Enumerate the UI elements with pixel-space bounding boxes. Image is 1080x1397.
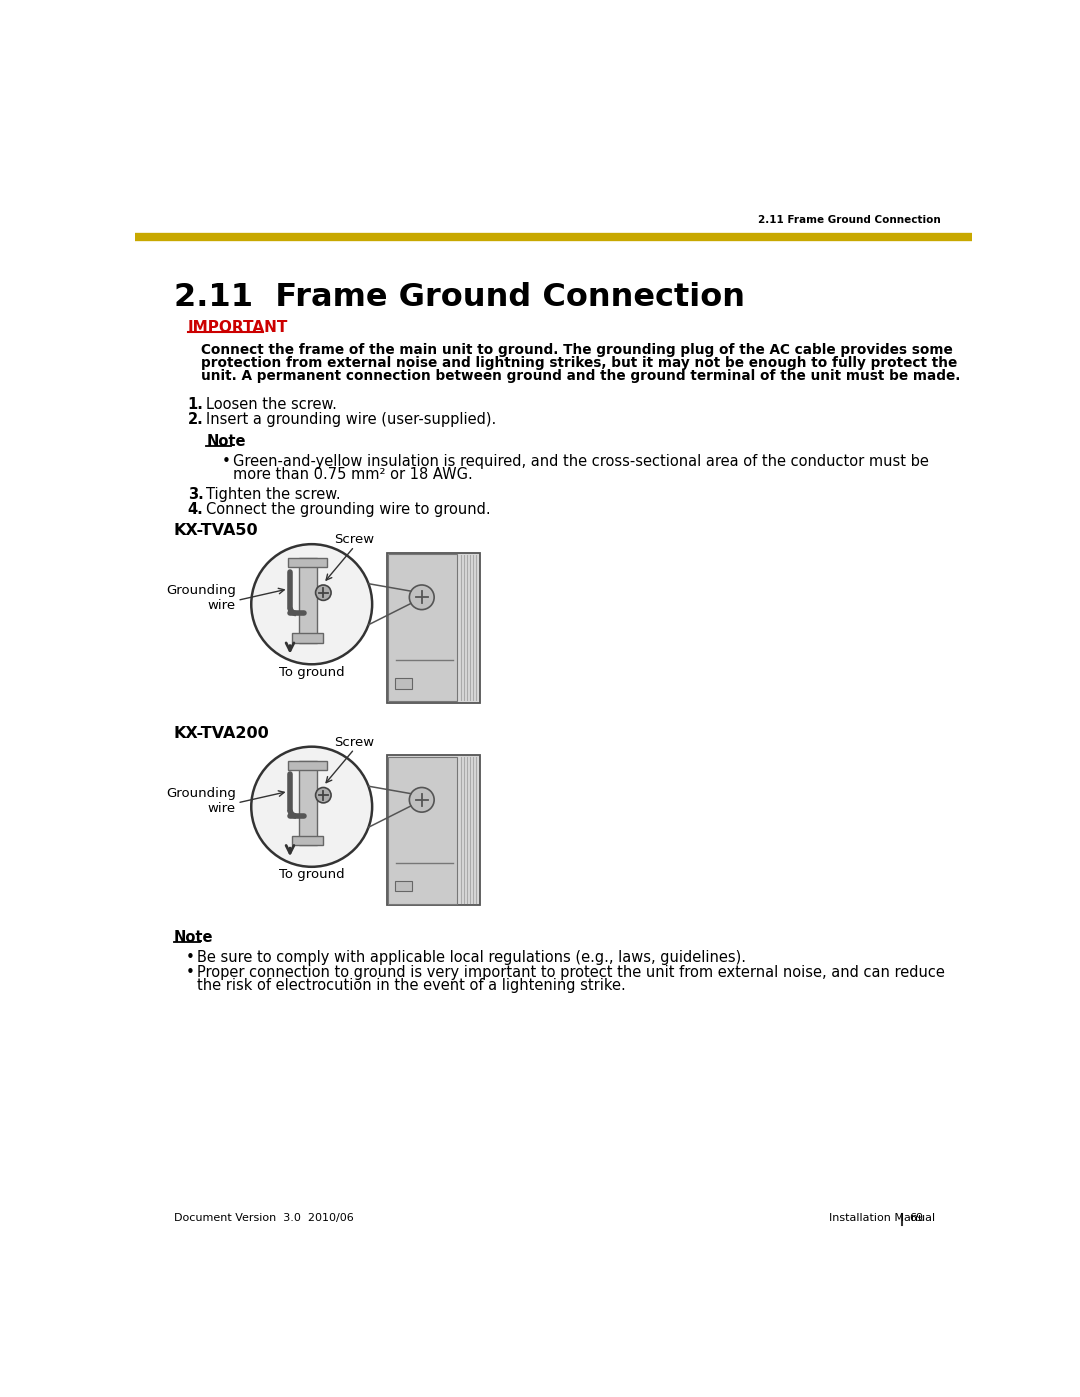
Text: more than 0.75 mm² or 18 AWG.: more than 0.75 mm² or 18 AWG. bbox=[232, 467, 472, 482]
Text: Green-and-yellow insulation is required, and the cross-sectional area of the con: Green-and-yellow insulation is required,… bbox=[232, 454, 929, 469]
FancyBboxPatch shape bbox=[387, 756, 480, 905]
Text: Grounding
wire: Grounding wire bbox=[166, 787, 235, 814]
Text: 4.: 4. bbox=[188, 502, 203, 517]
Text: To ground: To ground bbox=[279, 666, 345, 679]
Text: Grounding
wire: Grounding wire bbox=[166, 584, 235, 612]
Circle shape bbox=[315, 788, 332, 803]
Text: Loosen the screw.: Loosen the screw. bbox=[206, 397, 337, 412]
Circle shape bbox=[409, 788, 434, 812]
Text: Connect the frame of the main unit to ground. The grounding plug of the AC cable: Connect the frame of the main unit to gr… bbox=[201, 344, 953, 358]
FancyBboxPatch shape bbox=[293, 633, 323, 643]
Text: 2.11  Frame Ground Connection: 2.11 Frame Ground Connection bbox=[174, 282, 745, 313]
Text: Proper connection to ground is very important to protect the unit from external : Proper connection to ground is very impo… bbox=[197, 965, 945, 981]
Text: Tighten the screw.: Tighten the screw. bbox=[206, 488, 341, 502]
Text: Be sure to comply with applicable local regulations (e.g., laws, guidelines).: Be sure to comply with applicable local … bbox=[197, 950, 746, 965]
Text: the risk of electrocution in the event of a lightening strike.: the risk of electrocution in the event o… bbox=[197, 978, 625, 993]
Text: To ground: To ground bbox=[279, 869, 345, 882]
Text: IMPORTANT: IMPORTANT bbox=[188, 320, 288, 335]
Text: KX-TVA200: KX-TVA200 bbox=[174, 726, 270, 740]
Text: KX-TVA50: KX-TVA50 bbox=[174, 524, 258, 538]
Text: unit. A permanent connection between ground and the ground terminal of the unit : unit. A permanent connection between gro… bbox=[201, 369, 960, 383]
Circle shape bbox=[409, 585, 434, 609]
FancyBboxPatch shape bbox=[389, 757, 457, 904]
Text: Note: Note bbox=[206, 434, 246, 448]
FancyBboxPatch shape bbox=[293, 835, 323, 845]
Text: Insert a grounding wire (user-supplied).: Insert a grounding wire (user-supplied). bbox=[206, 412, 497, 426]
Text: •: • bbox=[186, 965, 194, 981]
FancyBboxPatch shape bbox=[394, 880, 411, 891]
Text: 3.: 3. bbox=[188, 488, 203, 502]
Text: Screw: Screw bbox=[335, 534, 375, 546]
Circle shape bbox=[315, 585, 332, 601]
Text: 69: 69 bbox=[909, 1214, 923, 1224]
Circle shape bbox=[252, 746, 373, 866]
Text: •: • bbox=[221, 454, 231, 469]
Circle shape bbox=[252, 545, 373, 665]
Text: Installation Manual: Installation Manual bbox=[828, 1214, 935, 1224]
FancyBboxPatch shape bbox=[288, 760, 327, 770]
Text: 2.: 2. bbox=[188, 412, 203, 426]
Text: •: • bbox=[186, 950, 194, 965]
Text: protection from external noise and lightning strikes, but it may not be enough t: protection from external noise and light… bbox=[201, 356, 957, 370]
Text: Note: Note bbox=[174, 930, 213, 944]
Text: 1.: 1. bbox=[188, 397, 203, 412]
Text: Screw: Screw bbox=[335, 736, 375, 749]
FancyBboxPatch shape bbox=[298, 760, 318, 845]
FancyBboxPatch shape bbox=[288, 557, 327, 567]
FancyBboxPatch shape bbox=[389, 555, 457, 701]
Text: 2.11 Frame Ground Connection: 2.11 Frame Ground Connection bbox=[758, 215, 941, 225]
FancyBboxPatch shape bbox=[298, 557, 318, 643]
Text: Document Version  3.0  2010/06: Document Version 3.0 2010/06 bbox=[174, 1214, 353, 1224]
FancyBboxPatch shape bbox=[394, 678, 411, 689]
Text: Connect the grounding wire to ground.: Connect the grounding wire to ground. bbox=[206, 502, 491, 517]
FancyBboxPatch shape bbox=[387, 553, 480, 703]
